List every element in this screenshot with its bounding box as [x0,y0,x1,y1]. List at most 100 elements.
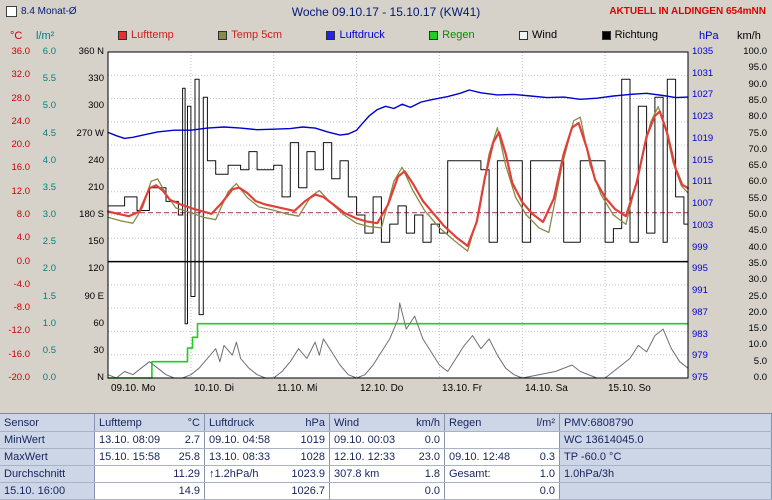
legend-label: Regen [442,29,475,41]
table-cell [445,432,560,448]
c-axis-tick: 20.0 [11,139,31,150]
table-cell: 1.0hPa/3h [560,466,772,482]
table-cell: 12.10. 12:33 23.0 [330,449,445,465]
table-cell: Wind km/h [330,414,445,431]
legend-item-richtung[interactable]: Richtung [601,29,658,41]
table-row: MaxWert 15.10. 15:58 25.8 13.10. 08:33 1028 1… [0,449,772,466]
lufttemp-series [106,110,690,247]
stats-table: Sensor Lufttemp °C Luftdruck hPa Wind km/h Rege… [0,413,772,500]
table-cell: Luftdruck hPa [205,414,330,431]
hpa-axis-tick: 1035 [692,46,714,57]
c-axis-tick: -8.0 [13,302,30,313]
table-cell: 0.0 [445,483,560,499]
dir-axis-tick: 120 [88,263,104,274]
legend-swatch-icon [601,30,611,40]
rain-axis-tick: 2.5 [42,236,56,247]
dir-axis-tick: 240 [88,155,104,166]
unit-label-hpa: hPa [699,30,719,42]
kmh-axis-tick: 60.0 [748,176,768,187]
legend-label: Luftdruck [339,29,385,41]
hpa-axis-tick: 999 [692,242,708,253]
table-cell: 09.10. 04:58 1019 [205,432,330,448]
kmh-axis-tick: 10.0 [748,339,768,350]
kmh-axis-tick: 45.0 [748,225,768,236]
luftdruck-series [107,89,689,140]
hpa-axis-tick: 991 [692,285,708,296]
table-cell: 09.10. 00:03 0.0 [330,432,445,448]
hpa-axis-tick: 979 [692,350,708,361]
kmh-axis-tick: 95.0 [748,62,768,73]
kmh-axis-tick: 20.0 [748,307,768,318]
kmh-axis-tick: 15.0 [748,323,768,334]
location-banner: AKTUELL IN ALDINGEN 654mNN [609,6,766,17]
table-cell: 307.8 km 1.8 [330,466,445,482]
month-avg-checkbox[interactable] [6,6,17,17]
hpa-axis-tick: 1031 [692,68,714,79]
table-cell: 15.10. 16:00 [0,483,95,499]
rain-axis-tick: 1.5 [42,291,56,302]
chart-legend: Lufttemp Temp 5cm Luftdruck Regen Wind Richtu… [118,29,658,41]
day-label: 14.10. Sa [525,383,568,394]
c-axis-tick: 28.0 [11,93,31,104]
kmh-axis-tick: 35.0 [748,258,768,269]
rain-axis-tick: 4.0 [42,155,56,166]
dir-axis-tick: 30 [93,345,104,356]
temp5cm-series [107,106,689,252]
hpa-axis-tick: 1027 [692,89,714,100]
kmh-axis-tick: 90.0 [748,79,768,90]
dir-axis-tick: 180 S [79,209,104,220]
day-label: 13.10. Fr [442,383,483,394]
table-cell: MinWert [0,432,95,448]
day-label: 15.10. So [608,383,651,394]
table-cell: PMV:6808790 [560,414,772,431]
hpa-axis-tick: 987 [692,307,708,318]
kmh-axis-tick: 65.0 [748,160,768,171]
kmh-axis-tick: 85.0 [748,95,768,106]
table-header-row: Sensor Lufttemp °C Luftdruck hPa Wind km/h Rege… [0,414,772,432]
month-average-toggle[interactable]: 8.4 Monat-Ø [6,6,77,17]
table-cell: 11.29 [95,466,205,482]
legend-swatch-icon [218,30,228,40]
table-cell: 09.10. 12:48 0.3 [445,449,560,465]
legend-swatch-icon [519,30,529,40]
hpa-axis-tick: 1019 [692,133,714,144]
kmh-axis-tick: 30.0 [748,274,768,285]
legend-label: Richtung [614,29,658,41]
rain-axis-tick: 5.5 [42,73,56,84]
hpa-axis-tick: 1011 [692,176,713,187]
day-label: 09.10. Mo [111,383,156,394]
legend-item-temp-5cm[interactable]: Temp 5cm [218,29,282,41]
c-axis-tick: 0.0 [16,256,30,267]
c-axis-tick: -4.0 [13,279,30,290]
legend-item-wind[interactable]: Wind [519,29,557,41]
richtung-series [107,78,689,325]
unit-label-kmh: km/h [737,30,761,42]
rain-axis-tick: 0.5 [42,345,56,356]
kmh-axis-tick: 100.0 [743,46,767,57]
c-axis-tick: 32.0 [11,69,31,80]
table-row: 15.10. 16:00 14.9 1026.7 0.0 0.0 [0,483,772,500]
c-axis-tick: -12.0 [8,325,30,336]
unit-label-celsius: °C [10,30,23,42]
unit-label-rain: l/m² [36,30,55,42]
c-axis-tick: 12.0 [11,186,31,197]
kmh-axis-tick: 70.0 [748,144,768,155]
dir-axis-tick: N [97,372,104,383]
table-cell: TP -60.0 °C [560,449,772,465]
c-axis-tick: 4.0 [16,232,30,243]
legend-item-regen[interactable]: Regen [429,29,475,41]
legend-item-lufttemp[interactable]: Lufttemp [118,29,174,41]
c-axis-tick: 8.0 [16,209,30,220]
legend-swatch-icon [118,30,127,40]
kmh-axis-tick: 50.0 [748,209,768,220]
kmh-axis-tick: 25.0 [748,291,768,302]
hpa-axis-tick: 983 [692,329,708,340]
c-axis-tick: -20.0 [8,372,30,383]
legend-swatch-icon [326,30,336,40]
hpa-axis-tick: 995 [692,263,708,274]
legend-item-luftdruck[interactable]: Luftdruck [326,29,385,41]
legend-label: Wind [532,29,558,41]
hpa-axis-tick: 1023 [692,111,714,122]
weather-chart-plot[interactable] [0,0,772,412]
dir-axis-tick: 210 [88,182,104,193]
